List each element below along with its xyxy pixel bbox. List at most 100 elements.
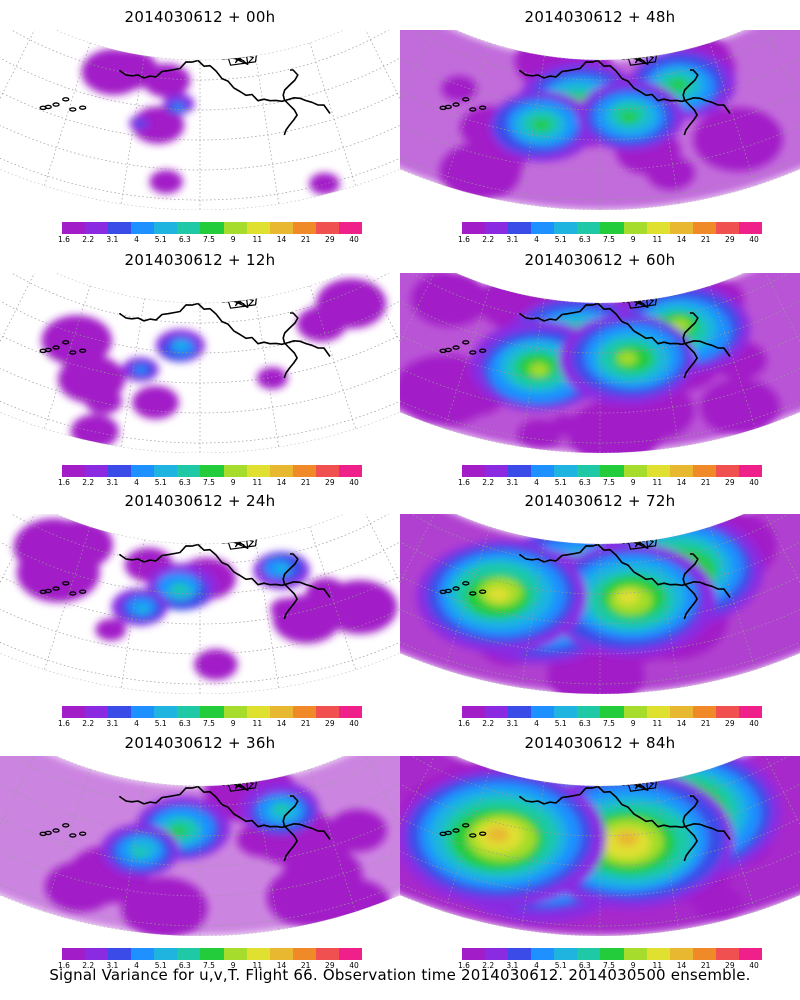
colorbar-tick-label: 3.1: [506, 719, 519, 728]
colorbar-swatch: [223, 222, 247, 234]
colorbar-tick-label: 29: [325, 478, 335, 487]
colorbar-tick-label: 9: [230, 235, 236, 244]
colorbar-swatch: [669, 706, 693, 718]
colorbar-tick-label: 6.3: [178, 719, 191, 728]
colorbar-swatch: [600, 948, 624, 960]
colorbar-tick-label: 2.2: [82, 719, 95, 728]
colorbar-tick-label: 7.5: [603, 235, 615, 244]
colorbar-tick-label: 40: [749, 478, 759, 487]
colorbar-tick-label: 6.3: [578, 961, 591, 970]
colorbar-tick-label: 1.6: [458, 478, 470, 487]
colorbar-swatch: [462, 948, 486, 960]
colorbar-swatch: [577, 706, 601, 718]
colorbar-swatch: [223, 706, 247, 718]
colorbar-swatch: [646, 222, 670, 234]
colorbar-swatch: [315, 465, 339, 477]
colorbar: [462, 465, 763, 477]
colorbar-tick-label: 4: [534, 478, 539, 487]
colorbar-tick-label: 29: [325, 719, 335, 728]
panel-title: 2014030612 + 24h: [124, 492, 276, 510]
colorbar-tick-label: 5.1: [154, 961, 167, 970]
colorbar-tick-label: 21: [700, 478, 711, 487]
colorbar-tick-label: 1.6: [58, 961, 70, 970]
colorbar-swatch: [246, 222, 270, 234]
colorbar-tick-label: 7.5: [203, 961, 215, 970]
colorbar-swatch: [623, 222, 647, 234]
colorbar-tick-label: 40: [749, 719, 759, 728]
colorbar-tick-label: 6.3: [578, 719, 591, 728]
panel-title: 2014030612 + 72h: [524, 492, 676, 510]
panel-title: 2014030612 + 48h: [524, 8, 676, 26]
colorbar-swatch: [131, 948, 155, 960]
colorbar-swatch: [108, 465, 132, 477]
colorbar-swatch: [292, 222, 316, 234]
colorbar-swatch: [315, 706, 339, 718]
colorbar-tick-label: 40: [349, 719, 359, 728]
colorbar-swatch: [177, 222, 201, 234]
colorbar-tick-label: 6.3: [178, 478, 191, 487]
colorbar-swatch: [485, 706, 509, 718]
colorbar-swatch: [246, 706, 270, 718]
map-panel-60h: 2014030612 + 60h 1.6 2.2 3.1 4 5.1 6.3 7.5 9 11 1…: [400, 243, 800, 488]
colorbar-swatch: [692, 706, 716, 718]
colorbar-tick-label: 11: [252, 719, 263, 728]
panel-title: 2014030612 + 00h: [124, 8, 276, 26]
colorbar-tick-label: 40: [749, 235, 759, 244]
colorbar-swatch: [485, 465, 509, 477]
colorbar-swatch: [554, 465, 578, 477]
colorbar-swatch: [292, 465, 316, 477]
colorbar-tick-label: 4: [134, 235, 139, 244]
colorbar-tick-label: 7.5: [203, 719, 215, 728]
colorbar-tick-label: 5.1: [554, 719, 567, 728]
colorbar-tick-label: 7.5: [603, 961, 615, 970]
colorbar-tick-label: 2.2: [482, 235, 495, 244]
map: [400, 273, 800, 453]
colorbar-tick-label: 21: [700, 961, 711, 970]
colorbar-swatch: [246, 465, 270, 477]
colorbar-swatch: [646, 465, 670, 477]
colorbar-swatch: [315, 222, 339, 234]
colorbar-labels: 1.6 2.2 3.1 4 5.1 6.3 7.5 9 11 14 21 29 40: [458, 235, 762, 245]
colorbar-tick-label: 1.6: [458, 961, 470, 970]
colorbar-tick-label: 5.1: [554, 235, 567, 244]
colorbar-labels: 1.6 2.2 3.1 4 5.1 6.3 7.5 9 11 14 21 29 40: [58, 961, 362, 971]
colorbar: [462, 948, 763, 960]
colorbar-labels: 1.6 2.2 3.1 4 5.1 6.3 7.5 9 11 14 21 29 40: [58, 478, 362, 488]
colorbar-tick-label: 11: [252, 235, 263, 244]
colorbar-tick-label: 3.1: [106, 961, 119, 970]
colorbar-tick-label: 29: [725, 961, 735, 970]
colorbar-swatch: [62, 948, 86, 960]
colorbar: [62, 465, 363, 477]
colorbar-swatch: [508, 948, 532, 960]
colorbar-tick-label: 29: [725, 235, 735, 244]
colorbar-swatch: [177, 465, 201, 477]
colorbar-swatch: [85, 948, 109, 960]
map-panel-72h: 2014030612 + 72h 1.6 2.2 3.1 4 5.1 6.3 7.5 9 11 1…: [400, 484, 800, 729]
colorbar-swatch: [531, 222, 555, 234]
colorbar-labels: 1.6 2.2 3.1 4 5.1 6.3 7.5 9 11 14 21 29 40: [58, 719, 362, 729]
colorbar-tick-label: 5.1: [554, 478, 567, 487]
colorbar-tick-label: 9: [230, 719, 236, 728]
colorbar-tick-label: 14: [276, 961, 287, 970]
colorbar-labels: 1.6 2.2 3.1 4 5.1 6.3 7.5 9 11 14 21 29 40: [458, 478, 762, 488]
colorbar-swatch: [131, 706, 155, 718]
colorbar-tick-label: 4: [534, 719, 539, 728]
colorbar-tick-label: 1.6: [458, 235, 470, 244]
colorbar-swatch: [269, 706, 293, 718]
colorbar-swatch: [462, 706, 486, 718]
colorbar-tick-label: 1.6: [58, 478, 70, 487]
colorbar-swatch: [738, 948, 763, 960]
colorbar-swatch: [338, 706, 363, 718]
colorbar-swatch: [508, 465, 532, 477]
colorbar-tick-label: 11: [252, 961, 263, 970]
colorbar-tick-label: 6.3: [578, 478, 591, 487]
colorbar-tick-label: 1.6: [58, 719, 70, 728]
colorbar-swatch: [200, 948, 224, 960]
map: [400, 514, 800, 694]
colorbar-tick-label: 29: [325, 961, 335, 970]
colorbar-tick-label: 2.2: [82, 478, 95, 487]
colorbar-swatch: [62, 465, 86, 477]
colorbar-swatch: [269, 948, 293, 960]
colorbar-swatch: [223, 465, 247, 477]
colorbar-swatch: [200, 465, 224, 477]
